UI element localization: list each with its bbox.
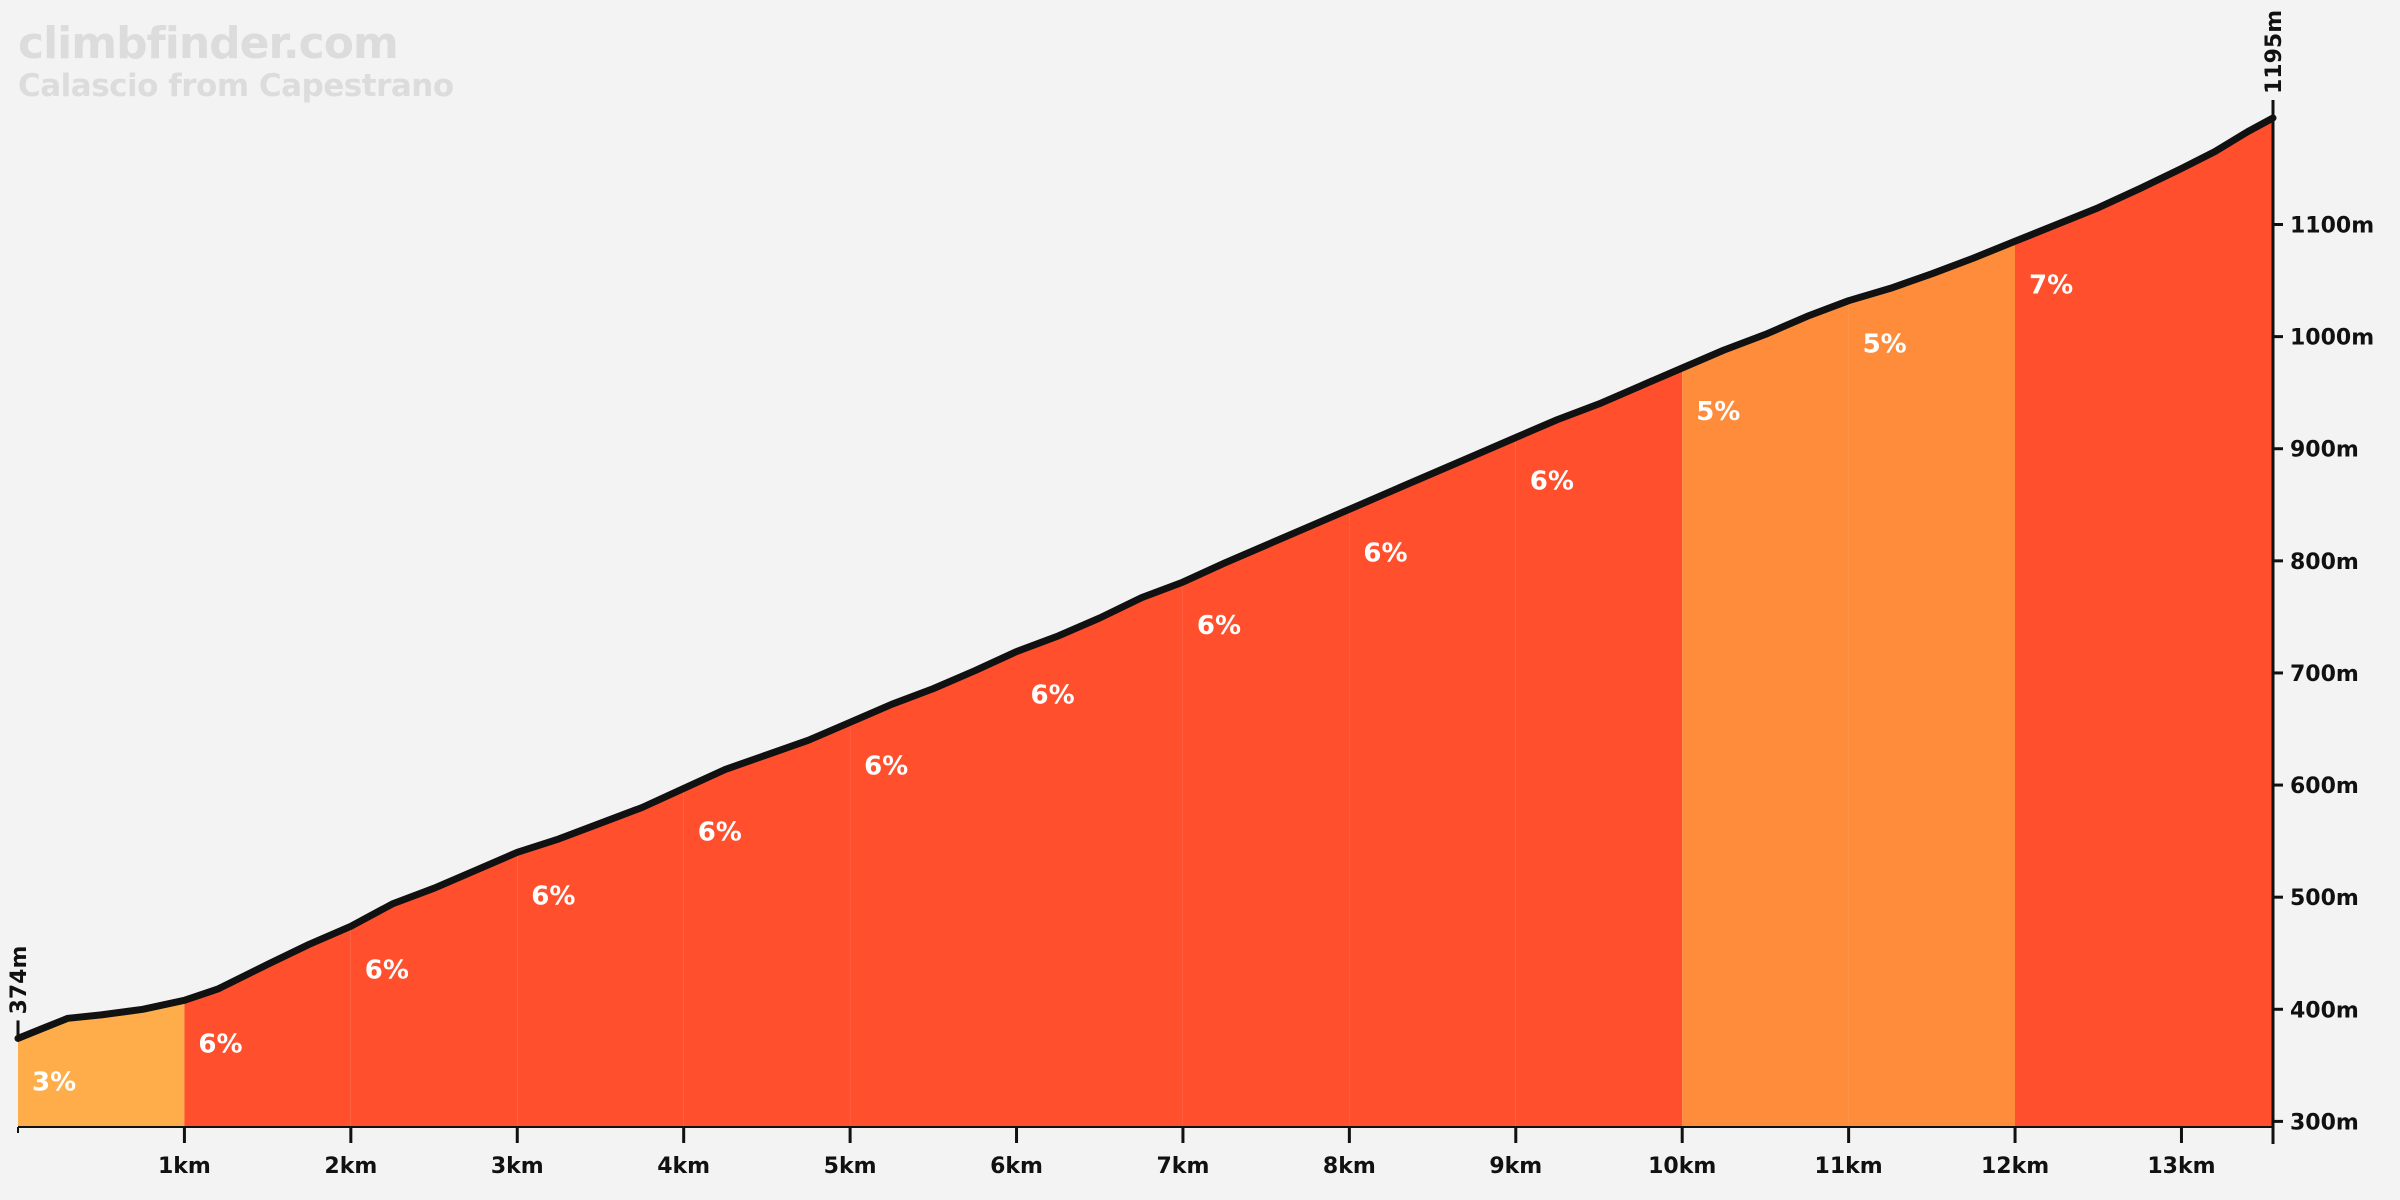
segment-fill-4 — [517, 788, 684, 1127]
x-tick-label: 11km — [1815, 1154, 1883, 1179]
segment-fill-8 — [1182, 509, 1350, 1127]
segment-grade-label: 3% — [32, 1067, 76, 1097]
watermark-site: climbfinder.com — [18, 18, 399, 69]
x-tick-label: 10km — [1648, 1154, 1716, 1179]
y-tick-label: 1100m — [2290, 214, 2374, 239]
segment-grade-label: 6% — [1530, 467, 1574, 497]
segment-fill-5 — [683, 722, 851, 1127]
y-tick-label: 800m — [2290, 550, 2359, 575]
segment-grade-label: 6% — [1031, 681, 1075, 711]
x-tick-label: 2km — [324, 1154, 377, 1179]
y-tick-label: 500m — [2290, 886, 2359, 911]
segment-grade-label: 6% — [698, 817, 742, 847]
y-tick-label: 900m — [2290, 438, 2359, 463]
segment-grade-label: 6% — [365, 955, 409, 985]
x-tick-label: 8km — [1323, 1154, 1376, 1179]
segment-fills — [18, 118, 2273, 1128]
y-axis-ticks: 300m 400m 500m 600m 700m 800m 900m 1000m 1100m — [2273, 214, 2374, 1135]
x-tick-label: 9km — [1489, 1154, 1542, 1179]
x-axis-ticks: 1km 2km 3km 4km 5km 6km 7km 8km 9km 10km 11km 12km 1… — [158, 1127, 2216, 1179]
segment-fill-6 — [850, 651, 1017, 1127]
watermark-subtitle: Calascio from Capestrano — [18, 68, 454, 104]
segment-grade-label: 6% — [1197, 611, 1241, 641]
segment-grade-label: 5% — [1863, 330, 1907, 360]
y-tick-label: 700m — [2290, 662, 2359, 687]
axes — [16, 100, 2275, 1144]
segment-labels: 3% 6% 6% 6% 6% 6% 6% 6% 6% 6% 5% 5% 7% — [32, 270, 2073, 1097]
segment-fill-3 — [350, 852, 518, 1127]
y-tick-label: 600m — [2290, 774, 2359, 799]
x-tick-label: 4km — [657, 1154, 710, 1179]
segment-fill-1 — [18, 1000, 185, 1127]
end-elevation-label: 1195m — [2262, 10, 2287, 94]
segment-grade-label: 6% — [198, 1029, 242, 1059]
x-tick-label: 5km — [824, 1154, 877, 1179]
x-tick-label: 3km — [491, 1154, 544, 1179]
x-tick-label: 7km — [1157, 1154, 1210, 1179]
x-tick-label: 13km — [2147, 1154, 2215, 1179]
y-tick-label: 300m — [2290, 1110, 2359, 1135]
y-tick-label: 400m — [2290, 998, 2359, 1023]
segment-grade-label: 6% — [864, 751, 908, 781]
x-tick-label: 6km — [990, 1154, 1043, 1179]
profile-line — [14, 114, 2277, 1042]
start-elevation-label: 374m — [7, 946, 32, 1015]
y-tick-label: 1000m — [2290, 326, 2374, 351]
segment-grade-label: 5% — [1696, 397, 1740, 427]
segment-fill-10 — [1515, 368, 1683, 1127]
segment-grade-label: 6% — [531, 881, 575, 911]
segment-fill-11 — [1682, 300, 1849, 1127]
segment-fill-12 — [1848, 241, 2015, 1128]
segment-fill-9 — [1349, 437, 1516, 1127]
segment-fill-2 — [184, 926, 351, 1127]
segment-fill-13 — [2015, 118, 2273, 1127]
x-tick-label: 1km — [158, 1154, 211, 1179]
x-tick-label: 12km — [1981, 1154, 2049, 1179]
segment-grade-label: 6% — [1363, 538, 1407, 568]
segment-fill-7 — [1016, 582, 1183, 1127]
segment-grade-label: 7% — [2029, 270, 2073, 300]
